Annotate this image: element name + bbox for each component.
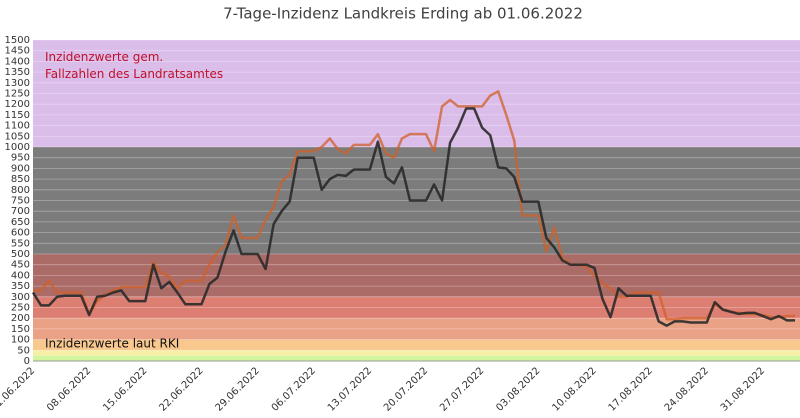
y-tick-label: 550 <box>11 238 30 249</box>
band <box>33 350 800 356</box>
y-tick-label: 600 <box>11 228 30 239</box>
y-tick-label: 50 <box>17 345 30 356</box>
x-tick-label: 06.07.2022 <box>270 365 318 413</box>
y-tick-label: 700 <box>11 206 30 217</box>
x-tick-label: 08.06.2022 <box>45 365 93 413</box>
y-tick-label: 750 <box>11 196 30 207</box>
y-tick-label: 1150 <box>5 110 30 121</box>
x-tick-label: 17.08.2022 <box>607 365 655 413</box>
y-tick-label: 900 <box>11 163 30 174</box>
series-label: Inzidenzwerte laut RKI <box>45 337 179 351</box>
x-tick-label: 31.08.2022 <box>719 365 767 413</box>
x-tick-label: 22.06.2022 <box>157 365 205 413</box>
line-series <box>33 90 795 321</box>
band <box>33 355 800 361</box>
y-tick-label: 400 <box>11 270 30 281</box>
x-tick-label: 10.08.2022 <box>550 365 598 413</box>
x-tick-label: 03.08.2022 <box>494 365 542 413</box>
y-tick-label: 650 <box>11 217 30 228</box>
y-tick-label: 800 <box>11 185 30 196</box>
y-tick-label: 1250 <box>5 89 30 100</box>
y-tick-label: 1350 <box>5 67 30 78</box>
series-label: Inzidenzwerte gem. Fallzahlen des Landrat… <box>45 50 223 81</box>
y-tick-label: 250 <box>11 303 30 314</box>
y-tick-label: 1100 <box>5 121 30 132</box>
x-tick-label: 27.07.2022 <box>438 365 486 413</box>
chart-title: 7-Tage-Inzidenz Landkreis Erding ab 01.0… <box>223 5 583 23</box>
y-tick-label: 1000 <box>5 142 30 153</box>
y-tick-label: 300 <box>11 292 30 303</box>
y-tick-label: 1200 <box>5 99 30 110</box>
x-tick-label: 15.06.2022 <box>101 365 149 413</box>
x-tick-label: 13.07.2022 <box>326 365 374 413</box>
x-tick-label: 29.06.2022 <box>214 365 262 413</box>
y-tick-label: 1450 <box>5 46 30 57</box>
y-tick-label: 850 <box>11 174 30 185</box>
band <box>33 40 800 147</box>
line-series <box>31 107 795 327</box>
y-tick-label: 500 <box>11 249 30 260</box>
band <box>33 339 800 351</box>
x-tick-label: 24.08.2022 <box>663 365 711 413</box>
band <box>33 318 800 340</box>
y-tick-label: 1500 <box>5 35 30 46</box>
y-tick-label: 0 <box>24 356 30 367</box>
y-tick-label: 950 <box>11 153 30 164</box>
y-tick-label: 200 <box>11 313 30 324</box>
y-tick-label: 1300 <box>5 78 30 89</box>
y-tick-label: 1050 <box>5 131 30 142</box>
x-tick-label: 20.07.2022 <box>382 365 430 413</box>
y-tick-label: 450 <box>11 260 30 271</box>
y-tick-label: 350 <box>11 281 30 292</box>
x-tick-label: 01.06.2022 <box>0 365 37 413</box>
y-tick-label: 1400 <box>5 56 30 67</box>
y-tick-label: 100 <box>11 335 30 346</box>
y-tick-label: 150 <box>11 324 30 335</box>
band <box>33 254 800 297</box>
